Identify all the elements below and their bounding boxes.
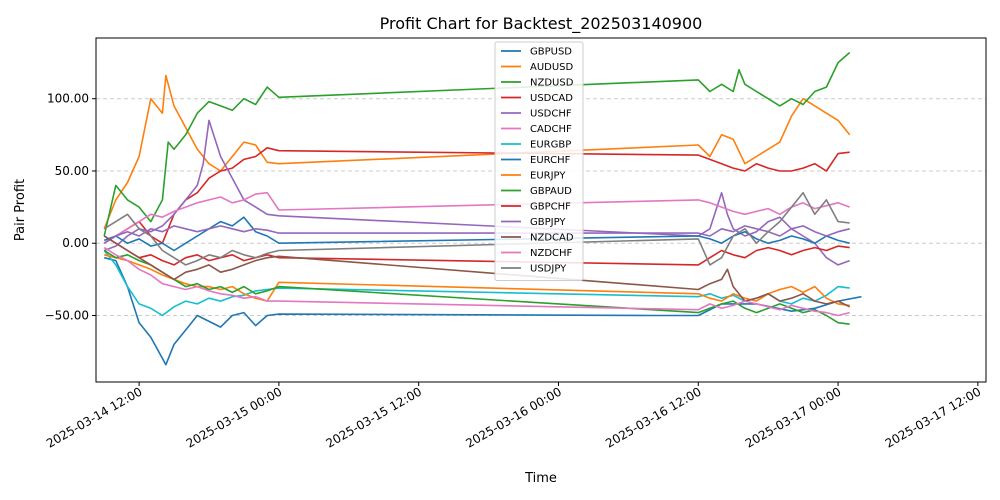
x-tick-label: 2025-03-16 12:00 bbox=[603, 384, 704, 450]
y-axis-ticks: −50.00 0.00 50.00 100.00 bbox=[45, 92, 96, 323]
plot-frame bbox=[95, 37, 987, 383]
legend-label: NZDUSD bbox=[530, 78, 574, 89]
series-line-usdjpy bbox=[103, 191, 850, 266]
x-tick-label: 2025-03-15 12:00 bbox=[324, 384, 425, 450]
legend-label: EURGBP bbox=[530, 140, 571, 151]
y-tick-label: 0.00 bbox=[62, 236, 89, 250]
series-line-nzdusd bbox=[103, 51, 851, 237]
series-line-cadchf bbox=[103, 191, 850, 244]
x-tick-label: 2025-03-17 12:00 bbox=[883, 384, 984, 450]
y-tick-label: 50.00 bbox=[55, 164, 89, 178]
legend-label: GBPAUD bbox=[530, 186, 572, 197]
legend-label: GBPCHF bbox=[530, 202, 571, 213]
legend-label: EURCHF bbox=[530, 155, 571, 166]
series-line-gbpjpy bbox=[103, 225, 850, 244]
y-tick-label: 100.00 bbox=[47, 92, 89, 106]
legend-label: USDCAD bbox=[530, 93, 573, 104]
legend-label: CADCHF bbox=[530, 124, 572, 135]
series-lines bbox=[103, 51, 862, 366]
series-line-usdcad bbox=[103, 147, 850, 244]
series-line-nzdchf bbox=[103, 246, 850, 317]
x-tick-label: 2025-03-17 00:00 bbox=[743, 384, 844, 450]
legend-label: GBPUSD bbox=[530, 47, 572, 58]
y-axis-label: Pair Profit bbox=[13, 179, 28, 241]
chart-title: Profit Chart for Backtest_202503140900 bbox=[380, 14, 703, 34]
x-tick-label: 2025-03-14 12:00 bbox=[44, 384, 145, 450]
legend-label: GBPJPY bbox=[530, 217, 566, 228]
series-line-eurchf bbox=[103, 216, 850, 252]
x-axis-ticks: 2025-03-14 12:00 2025-03-15 00:00 2025-03-… bbox=[44, 382, 983, 451]
series-line-audusd bbox=[103, 74, 851, 230]
legend-label: USDJPY bbox=[530, 264, 567, 275]
legend-label: USDCHF bbox=[530, 109, 572, 120]
series-line-eurjpy bbox=[104, 254, 850, 307]
legend: GBPUSD AUDUSD NZDUSD USDCAD USDCHF CADCHF EURG… bbox=[494, 41, 584, 281]
legend-label: NZDCAD bbox=[530, 233, 574, 244]
legend-label: AUDUSD bbox=[530, 62, 574, 73]
series-line-usdchf bbox=[103, 119, 850, 266]
y-tick-label: −50.00 bbox=[45, 309, 89, 323]
x-tick-label: 2025-03-15 00:00 bbox=[184, 384, 285, 450]
series-line-nzdcad bbox=[103, 235, 851, 308]
x-tick-label: 2025-03-16 00:00 bbox=[463, 384, 564, 450]
legend-label: NZDCHF bbox=[530, 248, 573, 259]
legend-label: EURJPY bbox=[530, 171, 566, 182]
x-axis-label: Time bbox=[524, 471, 557, 486]
series-line-gbpusd bbox=[104, 256, 862, 366]
